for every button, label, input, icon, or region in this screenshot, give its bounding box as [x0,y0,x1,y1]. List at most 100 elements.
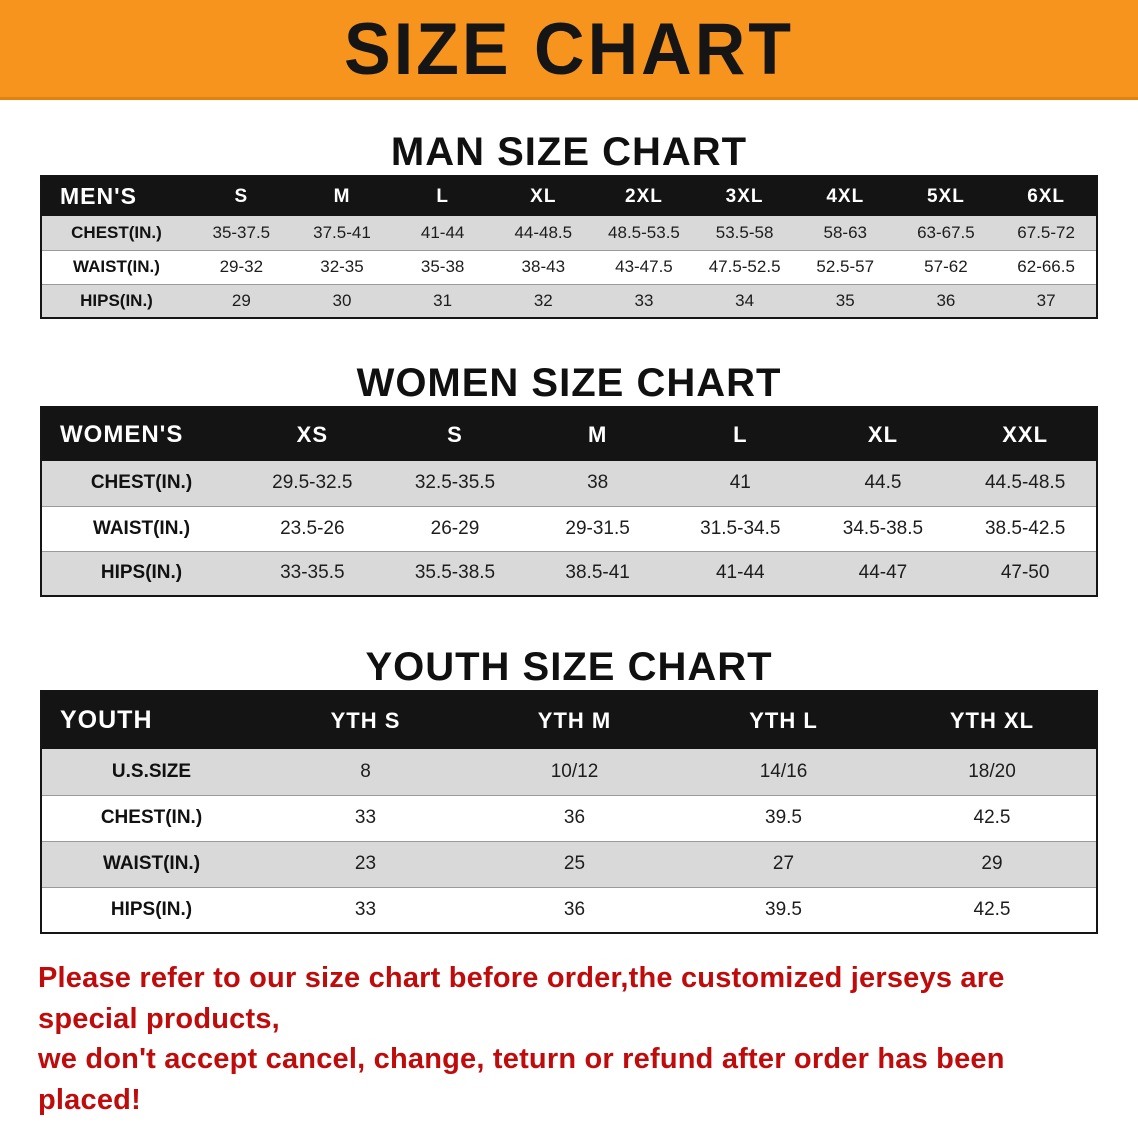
men-size-table: MEN'S S M L XL 2XL 3XL 4XL 5XL 6XL CHEST(IN.) 35-37… [40,175,1098,319]
measurement-label: CHEST(IN.) [71,222,162,242]
size-value-cell: 31 [433,290,453,310]
size-value-cell: 47.5-52.5 [708,257,781,276]
size-value-cell: 8 [360,760,371,782]
measurement-label: HIPS(IN.) [80,290,153,310]
women-size-table: WOMEN'S XS S M L XL XXL CHEST(IN.) 29.5-32.5 32.5… [40,406,1098,597]
measurement-row: U.S.SIZE 8 10/12 14/16 18/20 [41,749,1097,795]
size-value-cell: 34 [735,290,755,310]
disclaimer-note: Please refer to our size chart before or… [38,958,1100,1120]
size-value-cell: 33 [354,898,377,920]
size-value-cell: 39.5 [765,898,802,920]
size-value-cell: 44.5-48.5 [984,472,1066,494]
measurement-row: WAIST(IN.) 23 25 27 29 [41,841,1097,887]
men-size-section: MAN SIZE CHART MEN'S S M L XL 2XL 3XL 4XL 5XL 6XL… [0,130,1138,319]
women-section-heading: WOMEN SIZE CHART [356,361,782,405]
size-value-cell: 38.5-41 [565,562,630,584]
size-value-cell: 48.5-53.5 [608,222,680,242]
size-value-cell: 10/12 [550,760,599,782]
disclaimer-line-2: we don't accept cancel, change, teturn o… [38,1043,1005,1116]
size-column-header: YTH S [261,691,470,749]
size-value-cell: 52.5-57 [816,257,875,276]
size-value-cell: 29 [231,290,251,310]
size-value-cell: 29-31.5 [565,517,630,539]
size-value-cell: 38 [587,472,609,494]
size-column-header: XXL [954,407,1097,461]
youth-size-section: YOUTH SIZE CHART YOUTH YTH S YTH M YTH L YTH… [0,645,1138,934]
measurement-row: CHEST(IN.) 29.5-32.5 32.5-35.5 38 41 44.5 44.5… [41,461,1097,506]
disclaimer-line-1: Please refer to our size chart before or… [38,962,1005,1035]
size-value-cell: 42.5 [973,898,1011,920]
measurement-label: WAIST(IN.) [73,257,160,276]
measurement-label: CHEST(IN.) [100,807,203,828]
table-group-header: MEN'S [41,176,191,216]
size-column-header: S [191,176,292,216]
table-header-row: MEN'S S M L XL 2XL 3XL 4XL 5XL 6XL [41,176,1097,216]
measurement-label: HIPS(IN.) [100,562,183,584]
size-value-cell: 44-47 [858,562,908,584]
measurement-row: HIPS(IN.) 29 30 31 32 33 34 35 36 37 [41,284,1097,318]
table-header-row: WOMEN'S XS S M L XL XXL [41,407,1097,461]
measurement-label: WAIST(IN.) [92,517,191,539]
size-value-cell: 33 [634,290,654,310]
size-column-header: XL [492,176,594,216]
size-column-header: 6XL [996,176,1097,216]
size-column-header: L [392,176,493,216]
table-header-row: YOUTH YTH S YTH M YTH L YTH XL [41,691,1097,749]
size-value-cell: 37.5-41 [313,222,371,242]
size-value-cell: 36 [936,290,956,310]
size-value-cell: 41 [729,472,751,494]
size-value-cell: 29 [981,853,1003,874]
size-value-cell: 44-48.5 [514,222,573,242]
measurement-row: CHEST(IN.) 33 36 39.5 42.5 [41,795,1097,841]
measurement-row: WAIST(IN.) 23.5-26 26-29 29-31.5 31.5-34.5 34… [41,506,1097,551]
measurement-row: WAIST(IN.) 29-32 32-35 35-38 38-43 43-47.5 47.… [41,250,1097,284]
size-value-cell: 42.5 [973,807,1011,828]
size-value-cell: 25 [563,853,586,874]
size-value-cell: 47-50 [1000,562,1050,584]
size-column-header: XS [241,407,384,461]
size-column-header: S [383,407,527,461]
size-value-cell: 32.5-35.5 [414,472,496,494]
size-value-cell: 35.5-38.5 [414,562,496,584]
women-size-section: WOMEN SIZE CHART WOMEN'S XS S M L XL XXL CHEST(… [0,361,1138,597]
size-value-cell: 41-44 [715,562,765,584]
youth-size-table: YOUTH YTH S YTH M YTH L YTH XL U.S.SIZE 8 10/12… [40,690,1098,934]
size-value-cell: 43-47.5 [615,257,673,276]
table-group-header: WOMEN'S [41,407,241,461]
measurement-row: HIPS(IN.) 33 36 39.5 42.5 [41,887,1097,933]
size-value-cell: 38.5-42.5 [984,517,1066,539]
size-value-cell: 35-38 [420,257,465,276]
size-value-cell: 32 [533,290,553,310]
banner: SIZE CHART [0,0,1138,100]
size-value-cell: 36 [563,807,586,828]
size-column-header: 4XL [794,176,896,216]
size-value-cell: 63-67.5 [917,222,975,242]
size-column-header: 3XL [694,176,795,216]
page-title: SIZE CHART [344,7,794,90]
size-column-header: YTH XL [888,691,1097,749]
size-value-cell: 14/16 [759,760,808,782]
size-column-header: YTH L [679,691,888,749]
men-section-heading: MAN SIZE CHART [390,130,748,174]
size-column-header: 5XL [895,176,997,216]
size-value-cell: 29-32 [219,257,264,276]
size-value-cell: 44.5 [864,472,902,494]
size-column-header: M [291,176,393,216]
size-value-cell: 39.5 [765,807,802,828]
size-value-cell: 37 [1036,290,1056,310]
measurement-label: HIPS(IN.) [110,898,193,920]
size-value-cell: 23.5-26 [280,517,345,539]
size-value-cell: 53.5-58 [715,222,774,242]
size-value-cell: 58-63 [823,222,867,242]
size-value-cell: 26-29 [430,517,480,539]
size-column-header: L [668,407,812,461]
size-column-header: YTH M [470,691,679,749]
measurement-label: WAIST(IN.) [102,853,201,874]
size-value-cell: 33-35.5 [280,562,345,584]
size-value-cell: 29.5-32.5 [272,472,353,494]
size-value-cell: 32-35 [320,257,364,276]
measurement-label: CHEST(IN.) [90,472,193,494]
size-value-cell: 27 [772,853,795,874]
size-value-cell: 18/20 [968,760,1016,782]
